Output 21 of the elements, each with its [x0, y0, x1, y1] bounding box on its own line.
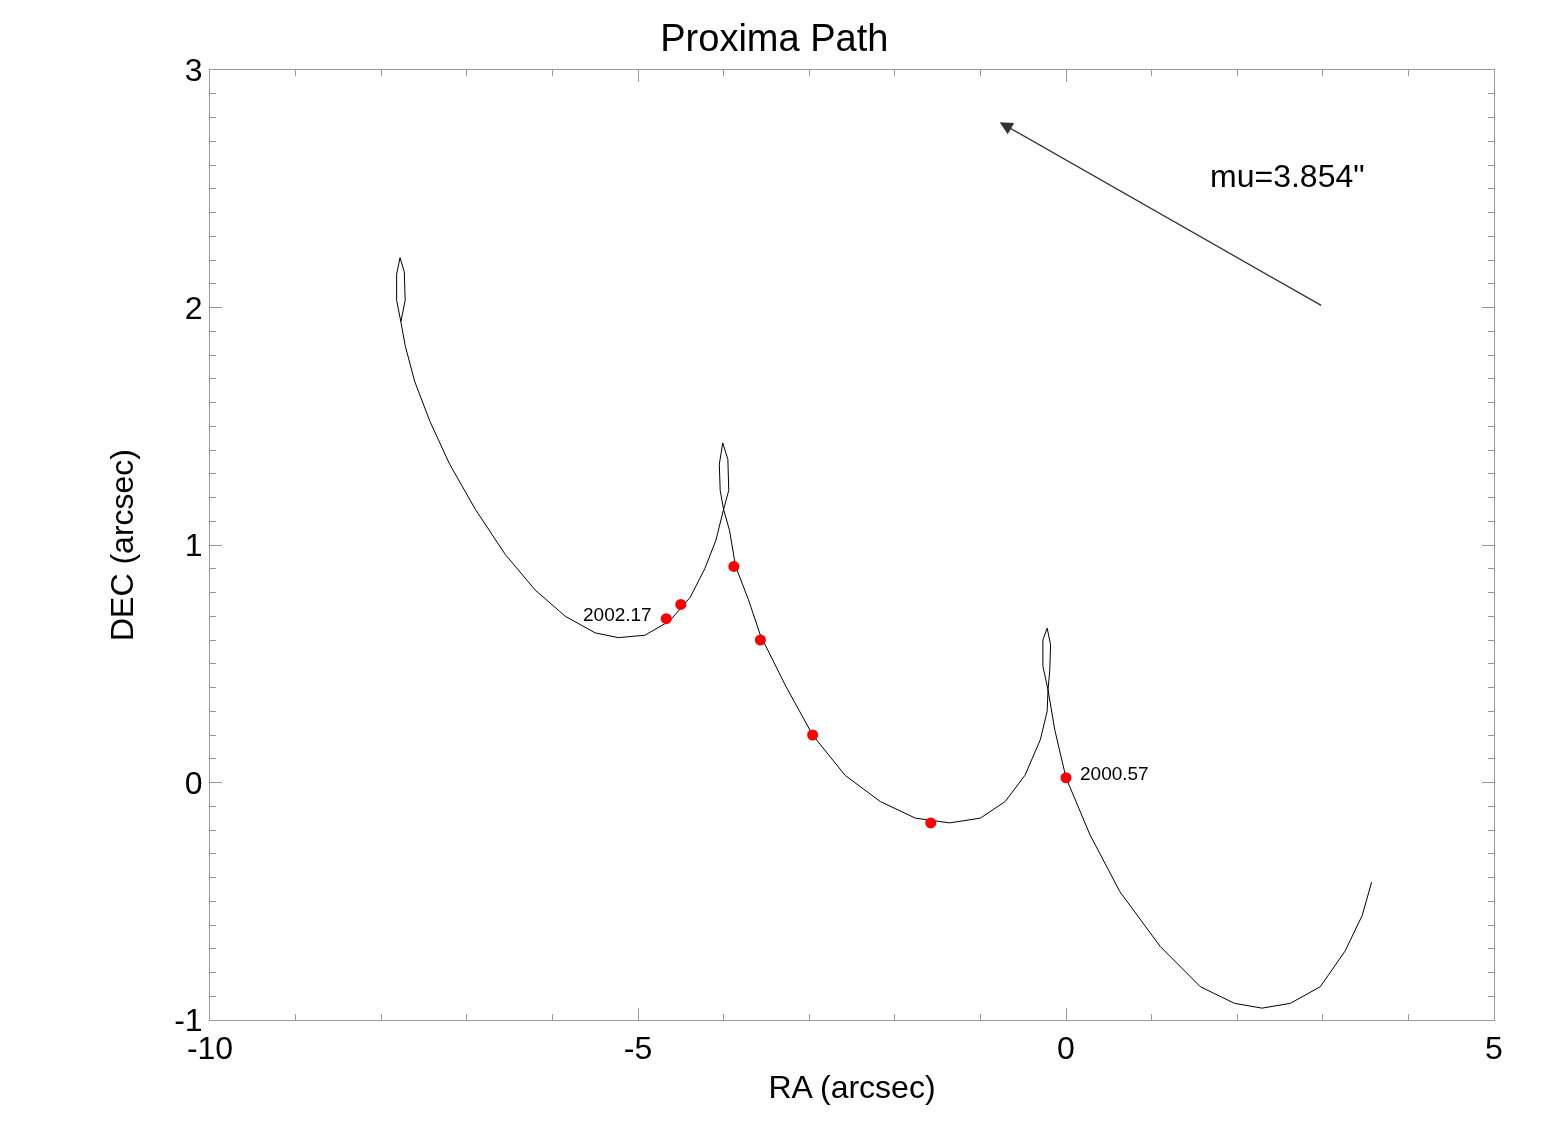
- point: [660, 613, 672, 625]
- point: [1060, 772, 1072, 784]
- y-tick-label: 3: [184, 52, 203, 89]
- chart-title: Proxima Path: [660, 17, 889, 60]
- x-tick-label: -5: [623, 1030, 653, 1067]
- line-series: [396, 257, 1373, 1009]
- x-tick-label: 5: [1485, 1030, 1503, 1067]
- x-tick-label: 0: [1057, 1030, 1075, 1067]
- annotation: mu=3.854": [1210, 158, 1365, 194]
- x-axis-title: RA (arcsec): [768, 1069, 936, 1106]
- annotation: 2000.57: [1080, 763, 1149, 784]
- point: [925, 817, 937, 829]
- point: [754, 634, 766, 646]
- annotation: 2002.17: [583, 604, 652, 625]
- y-tick-label: 0: [184, 764, 203, 801]
- y-tick-label: 2: [184, 289, 203, 326]
- y-tick-label: 1: [184, 527, 203, 564]
- point: [807, 729, 819, 741]
- y-axis-title: DEC (arcsec): [104, 448, 141, 642]
- point: [675, 598, 687, 610]
- point: [728, 560, 740, 572]
